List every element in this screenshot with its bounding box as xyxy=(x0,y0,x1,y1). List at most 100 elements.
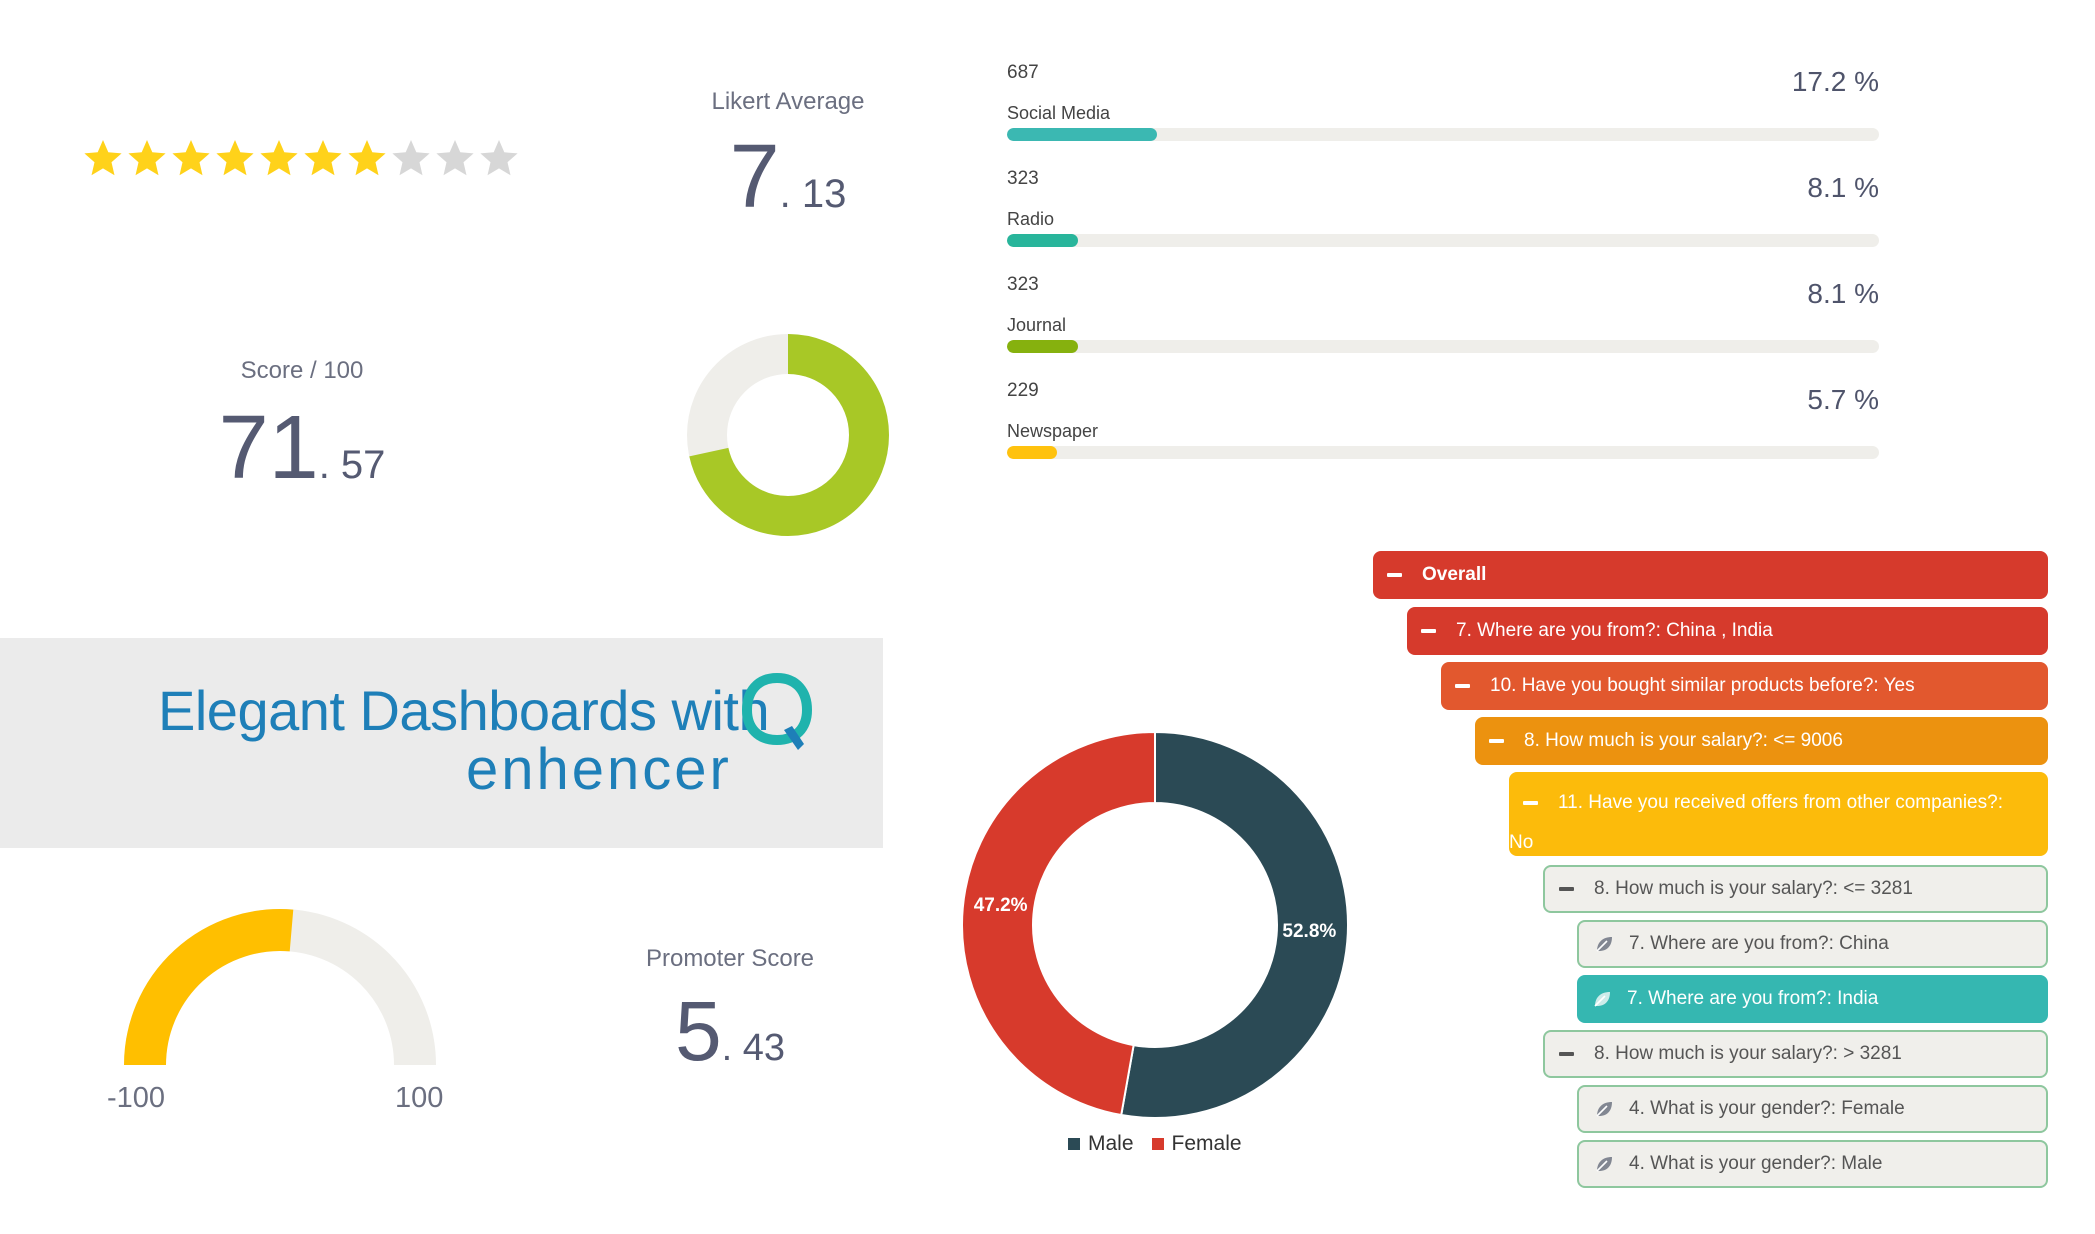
promo-banner: Elegant Dashboards with enhencer xyxy=(0,638,883,848)
leaf-icon xyxy=(1594,992,1610,1007)
promoter-value: 5. 43 xyxy=(630,983,830,1080)
channel-bar-row: 323 8.1 % Radio xyxy=(1007,168,1879,250)
score-block: Score / 100 71. 57 xyxy=(202,357,402,500)
gender-donut-chart: 52.8% 47.2% xyxy=(961,730,1349,1119)
tree-node[interactable]: 7. Where are you from?: China xyxy=(1577,920,2048,968)
star-icon xyxy=(390,138,432,180)
score-int: 71 xyxy=(218,398,319,498)
tree-node-label: Overall xyxy=(1422,564,1487,585)
bar-count: 229 xyxy=(1007,380,1039,401)
tree-node-label: 8. How much is your salary?: <= 9006 xyxy=(1524,730,1843,751)
promoter-int: 5 xyxy=(674,984,722,1078)
likert-average: Likert Average 7. 13 xyxy=(688,88,888,229)
tree-node[interactable]: 7. Where are you from?: India xyxy=(1577,975,2048,1023)
star-rating xyxy=(82,138,520,180)
tree-node[interactable]: 8. How much is your salary?: <= 3281 xyxy=(1543,865,2048,913)
score-donut-arc xyxy=(687,334,889,536)
gauge-max-label: 100 xyxy=(395,1082,444,1114)
star-icon xyxy=(126,138,168,180)
bar-label: Newspaper xyxy=(1007,421,1099,441)
gender-legend: Male Female xyxy=(1068,1132,1242,1156)
gauge-arc xyxy=(124,909,294,1065)
score-label: Score / 100 xyxy=(240,357,364,384)
bar-fill xyxy=(1007,446,1057,459)
slice-label-female: 47.2% xyxy=(974,895,1028,916)
bar-count: 687 xyxy=(1007,62,1039,83)
tree-node[interactable]: 4. What is your gender?: Male xyxy=(1577,1140,2048,1188)
channel-bar-row: 229 5.7 % Newspaper xyxy=(1007,380,1879,462)
tree-node-label-continued: No xyxy=(1509,832,1534,853)
bar-fill xyxy=(1007,234,1078,247)
tree-node-label: 7. Where are you from?: India xyxy=(1627,988,1879,1009)
legend-swatch-female xyxy=(1151,1138,1164,1150)
likert-label: Likert Average xyxy=(711,88,865,115)
leaf-icon xyxy=(1596,1102,1612,1117)
tree-node[interactable]: 4. What is your gender?: Female xyxy=(1577,1085,2048,1133)
tree-node-text: 11. Have you received offers from other … xyxy=(1509,783,2003,863)
star-icon xyxy=(302,138,344,180)
bar-track xyxy=(1007,340,1879,353)
leaf-icon xyxy=(1596,937,1612,952)
star-icon xyxy=(346,138,388,180)
tree-node[interactable]: 8. How much is your salary?: > 3281 xyxy=(1543,1030,2048,1078)
bar-label: Radio xyxy=(1007,209,1055,229)
score-donut xyxy=(687,334,889,536)
legend-swatch-male xyxy=(1068,1138,1080,1150)
star-icon xyxy=(82,138,124,180)
star-icon xyxy=(214,138,256,180)
collapse-minus-icon[interactable] xyxy=(1455,684,1470,688)
legend-label-male[interactable]: Male xyxy=(1088,1132,1134,1155)
star-icon xyxy=(434,138,476,180)
tree-node-label: 4. What is your gender?: Female xyxy=(1629,1098,1905,1119)
likert-value: 7. 13 xyxy=(688,126,888,229)
tree-node[interactable]: 8. How much is your salary?: <= 9006 xyxy=(1475,717,2048,765)
banner-title: Elegant Dashboards with xyxy=(158,679,770,742)
bar-percent: 17.2 % xyxy=(1791,66,1879,97)
promoter-gauge xyxy=(124,909,436,1065)
tree-node[interactable]: 7. Where are you from?: China , India xyxy=(1407,607,2048,655)
bar-track xyxy=(1007,128,1879,141)
channel-bar-row: 687 17.2 % Social Media xyxy=(1007,62,1879,144)
promoter-label: Promoter Score xyxy=(645,945,815,972)
slice-female xyxy=(961,730,1156,1117)
enhencer-logo-text: enhencer xyxy=(466,737,732,802)
tree-node-label: 7. Where are you from?: China , India xyxy=(1456,620,1773,641)
gauge-min-label: -100 xyxy=(107,1082,166,1114)
collapse-minus-icon[interactable] xyxy=(1387,573,1402,577)
bar-label: Journal xyxy=(1007,315,1067,335)
collapse-minus-icon[interactable] xyxy=(1421,629,1436,633)
legend-label-female[interactable]: Female xyxy=(1171,1132,1242,1155)
collapse-minus-icon[interactable] xyxy=(1559,887,1574,891)
bar-percent: 8.1 % xyxy=(1807,172,1879,203)
collapse-minus-icon[interactable] xyxy=(1489,739,1504,743)
tree-node-label: 7. Where are you from?: China xyxy=(1629,933,1889,954)
tree-node[interactable]: 11. Have you received offers from other … xyxy=(1509,772,2048,856)
collapse-minus-icon[interactable] xyxy=(1559,1052,1574,1056)
bar-percent: 5.7 % xyxy=(1807,384,1879,415)
star-icon xyxy=(258,138,300,180)
score-value: 71. 57 xyxy=(202,397,402,500)
bar-fill xyxy=(1007,128,1157,141)
leaf-icon xyxy=(1596,1157,1612,1172)
bar-track xyxy=(1007,446,1879,459)
slice-male xyxy=(1120,730,1349,1119)
promoter-dec: . 43 xyxy=(721,1027,786,1069)
enhencer-q-icon xyxy=(741,672,813,750)
tree-node[interactable]: Overall xyxy=(1373,551,2048,599)
star-icon xyxy=(170,138,212,180)
bar-track xyxy=(1007,234,1879,247)
score-dec: . 57 xyxy=(318,443,386,487)
bar-label: Social Media xyxy=(1007,103,1111,123)
likert-int: 7 xyxy=(729,127,780,227)
channel-bar-row: 323 8.1 % Journal xyxy=(1007,274,1879,356)
bar-count: 323 xyxy=(1007,168,1039,189)
bar-percent: 8.1 % xyxy=(1807,278,1879,309)
tree-node-label: 10. Have you bought similar products bef… xyxy=(1490,675,1915,696)
collapse-minus-icon[interactable] xyxy=(1523,801,1538,805)
tree-node[interactable]: 10. Have you bought similar products bef… xyxy=(1441,662,2048,710)
bar-fill xyxy=(1007,340,1078,353)
promoter-score: Promoter Score 5. 43 xyxy=(630,945,830,1080)
tree-node-label: 8. How much is your salary?: > 3281 xyxy=(1594,1043,1902,1064)
star-icon xyxy=(478,138,520,180)
tree-node-label: 8. How much is your salary?: <= 3281 xyxy=(1594,878,1913,899)
